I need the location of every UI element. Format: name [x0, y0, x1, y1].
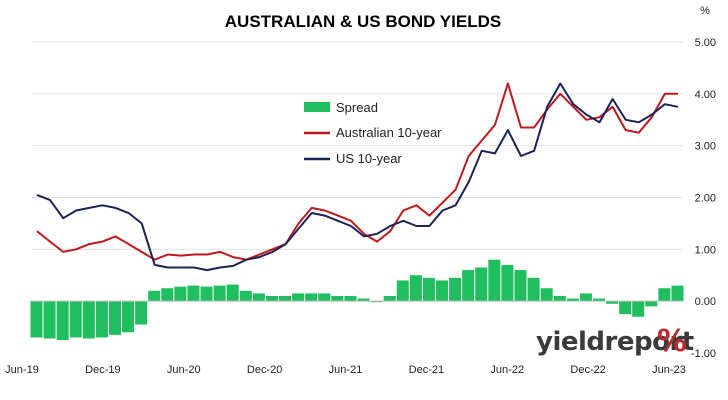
x-tick-label: Dec-19 — [85, 364, 120, 376]
spread-bar — [501, 264, 514, 302]
spread-bar — [475, 267, 488, 302]
spread-bar — [422, 277, 435, 302]
spread-bar — [344, 295, 357, 302]
x-tick-label: Jun-20 — [167, 364, 201, 376]
spread-bar — [606, 301, 619, 304]
spread-bar — [357, 298, 370, 302]
spread-bar — [252, 293, 265, 302]
y-tick-label: 0.00 — [695, 296, 716, 308]
spread-bar — [69, 301, 82, 338]
legend: Spread Australian 10-year US 10-year — [304, 100, 442, 166]
spread-bar — [632, 301, 645, 317]
spread-bar — [488, 259, 501, 302]
spread-bar — [56, 301, 69, 341]
spread-bar — [514, 270, 527, 302]
spread-bar — [658, 288, 671, 302]
x-tick-label: Dec-20 — [247, 364, 282, 376]
y-tick-label: 2.00 — [695, 193, 716, 205]
chart-title: AUSTRALIAN & US BOND YIELDS — [225, 12, 501, 31]
spread-bar — [331, 295, 344, 302]
logo-percent-symbol: % — [657, 324, 687, 359]
spread-bar — [409, 275, 422, 302]
spread-bar — [265, 295, 278, 302]
spread-bar — [592, 298, 606, 302]
y-tick-label: 1.00 — [695, 244, 716, 256]
spread-bar — [279, 295, 292, 302]
spread-bar — [108, 301, 121, 335]
spread-bar — [305, 293, 318, 302]
x-tick-label: Jun-21 — [329, 364, 363, 376]
legend-label: Spread — [336, 100, 378, 115]
spread-bar — [30, 301, 43, 338]
y-tick-label: -1.00 — [691, 348, 716, 360]
spread-bar — [122, 301, 135, 333]
y-tick-label: 5.00 — [695, 37, 716, 49]
spread-bar — [292, 293, 305, 302]
logo-text: yieldreport — [536, 327, 694, 357]
spread-bar — [95, 301, 108, 338]
spread-bars — [30, 259, 684, 341]
spread-bar — [566, 298, 579, 302]
unit-label: % — [700, 5, 710, 17]
spread-bar — [239, 290, 252, 302]
spread-bar — [553, 295, 566, 302]
us-10-year-line — [36, 82, 679, 272]
spread-bar — [645, 301, 658, 307]
y-tick-label: 3.00 — [695, 141, 716, 153]
spread-bar — [671, 285, 684, 302]
x-tick-label: Jun-22 — [490, 364, 524, 376]
spread-bar — [318, 293, 331, 302]
spread-bar — [435, 280, 449, 302]
spread-bar — [187, 285, 200, 302]
x-tick-label: Jun-23 — [652, 364, 686, 376]
y-tick-label: 4.00 — [695, 89, 716, 101]
spread-bar — [161, 288, 174, 302]
australian-10-year-line — [36, 82, 678, 261]
spread-bar — [82, 301, 95, 339]
yieldreport-logo: yieldreport % — [536, 324, 694, 359]
spread-bar — [43, 301, 56, 339]
series-lines — [36, 82, 679, 272]
x-axis-ticks: Jun-19 Dec-19 Jun-20 Dec-20 Jun-21 Dec-21 Jun-… — [5, 364, 686, 376]
spread-bar — [148, 290, 161, 302]
spread-bar — [383, 295, 396, 302]
spread-bar — [135, 301, 148, 325]
x-tick-label: Jun-19 — [5, 364, 39, 376]
legend-swatch-spread — [304, 102, 330, 112]
spread-bar — [226, 284, 239, 302]
spread-bar — [213, 285, 226, 302]
spread-bar — [540, 288, 553, 302]
y-axis-ticks: 5.00 4.00 3.00 2.00 1.00 0.00 -1.00 — [691, 37, 716, 360]
legend-label: US 10-year — [336, 151, 402, 166]
spread-bar — [396, 280, 409, 302]
spread-bar — [579, 293, 592, 302]
spread-bar — [462, 270, 475, 302]
spread-bar — [619, 301, 632, 315]
x-tick-label: Dec-22 — [570, 364, 605, 376]
x-tick-label: Dec-21 — [409, 364, 444, 376]
spread-bar — [200, 286, 213, 302]
legend-label: Australian 10-year — [336, 125, 442, 140]
spread-bar — [174, 286, 187, 302]
spread-bar — [527, 277, 540, 302]
spread-bar — [449, 277, 462, 302]
